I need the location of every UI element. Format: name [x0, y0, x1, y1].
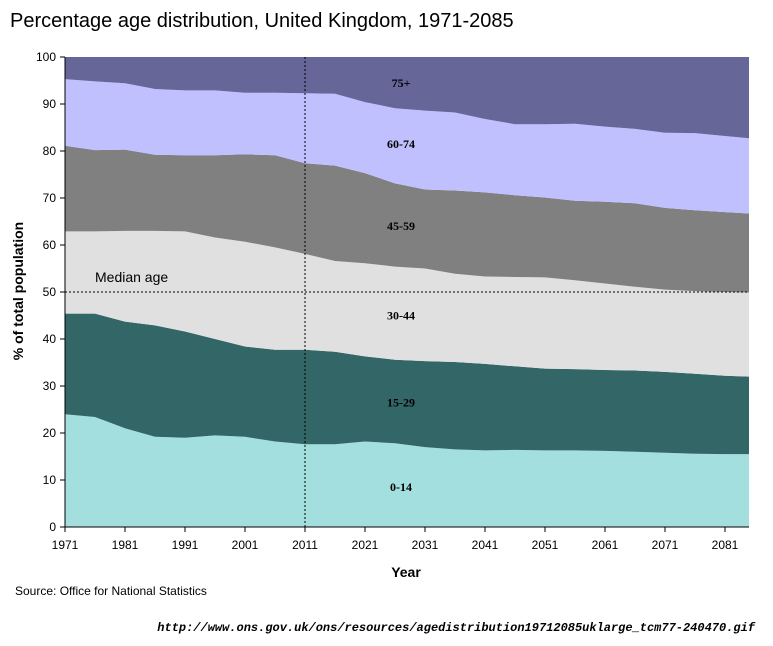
x-tick-label: 2061: [592, 538, 619, 552]
x-tick-label: 2071: [652, 538, 679, 552]
area-band-15-29: [65, 313, 749, 455]
x-tick-label: 1971: [52, 538, 79, 552]
band-label-30-44: 30-44: [387, 309, 415, 323]
area-band-75+: [65, 57, 749, 139]
x-tick-label: 2011: [292, 538, 318, 552]
band-label-15-29: 15-29: [387, 395, 415, 409]
y-tick-label: 60: [43, 238, 57, 252]
x-axis-ticks: 1971 1981 1991 2001 2011 2021 2031 2041 2051 2061…: [52, 527, 739, 552]
y-tick-label: 70: [43, 191, 57, 205]
x-tick-label: 2031: [412, 538, 439, 552]
area-layer: [65, 57, 749, 527]
band-label-75+: 75+: [392, 76, 411, 90]
chart-title: Percentage age distribution, United King…: [10, 10, 514, 32]
y-tick-label: 30: [43, 379, 57, 393]
x-tick-label: 2021: [352, 538, 379, 552]
y-tick-label: 10: [43, 473, 57, 487]
y-axis-title: % of total population: [10, 222, 26, 360]
x-tick-label: 2001: [232, 538, 259, 552]
y-tick-label: 40: [43, 332, 57, 346]
y-tick-label: 50: [43, 285, 57, 299]
area-band-30-44: [65, 230, 749, 377]
reference-lines: Median age: [65, 57, 749, 527]
x-tick-label: 2041: [472, 538, 499, 552]
area-band-0-14: [65, 414, 749, 527]
y-tick-label: 90: [43, 97, 57, 111]
source-note: Source: Office for National Statistics: [15, 584, 207, 598]
y-tick-label: 0: [49, 520, 56, 534]
x-tick-label: 2051: [532, 538, 559, 552]
y-tick-label: 80: [43, 144, 57, 158]
band-label-45-59: 45-59: [387, 219, 415, 233]
y-tick-label: 20: [43, 426, 57, 440]
area-band-60-74: [65, 79, 749, 214]
y-axis-ticks: 0 10 20 30 40 50 60 70 80 90 100: [36, 50, 65, 534]
y-tick-label: 100: [36, 50, 56, 64]
x-axis-title: Year: [391, 564, 421, 580]
x-tick-label: 2081: [712, 538, 739, 552]
x-tick-label: 1981: [112, 538, 139, 552]
band-label-60-74: 60-74: [387, 137, 415, 151]
band-labels: 0-14 15-29 30-44 45-59 60-74 75+: [387, 76, 415, 494]
band-label-0-14: 0-14: [390, 480, 412, 494]
area-band-45-59: [65, 145, 749, 293]
image-url: http://www.ons.gov.uk/ons/resources/aged…: [157, 621, 755, 635]
median-age-label: Median age: [95, 269, 168, 285]
x-tick-label: 1991: [172, 538, 199, 552]
